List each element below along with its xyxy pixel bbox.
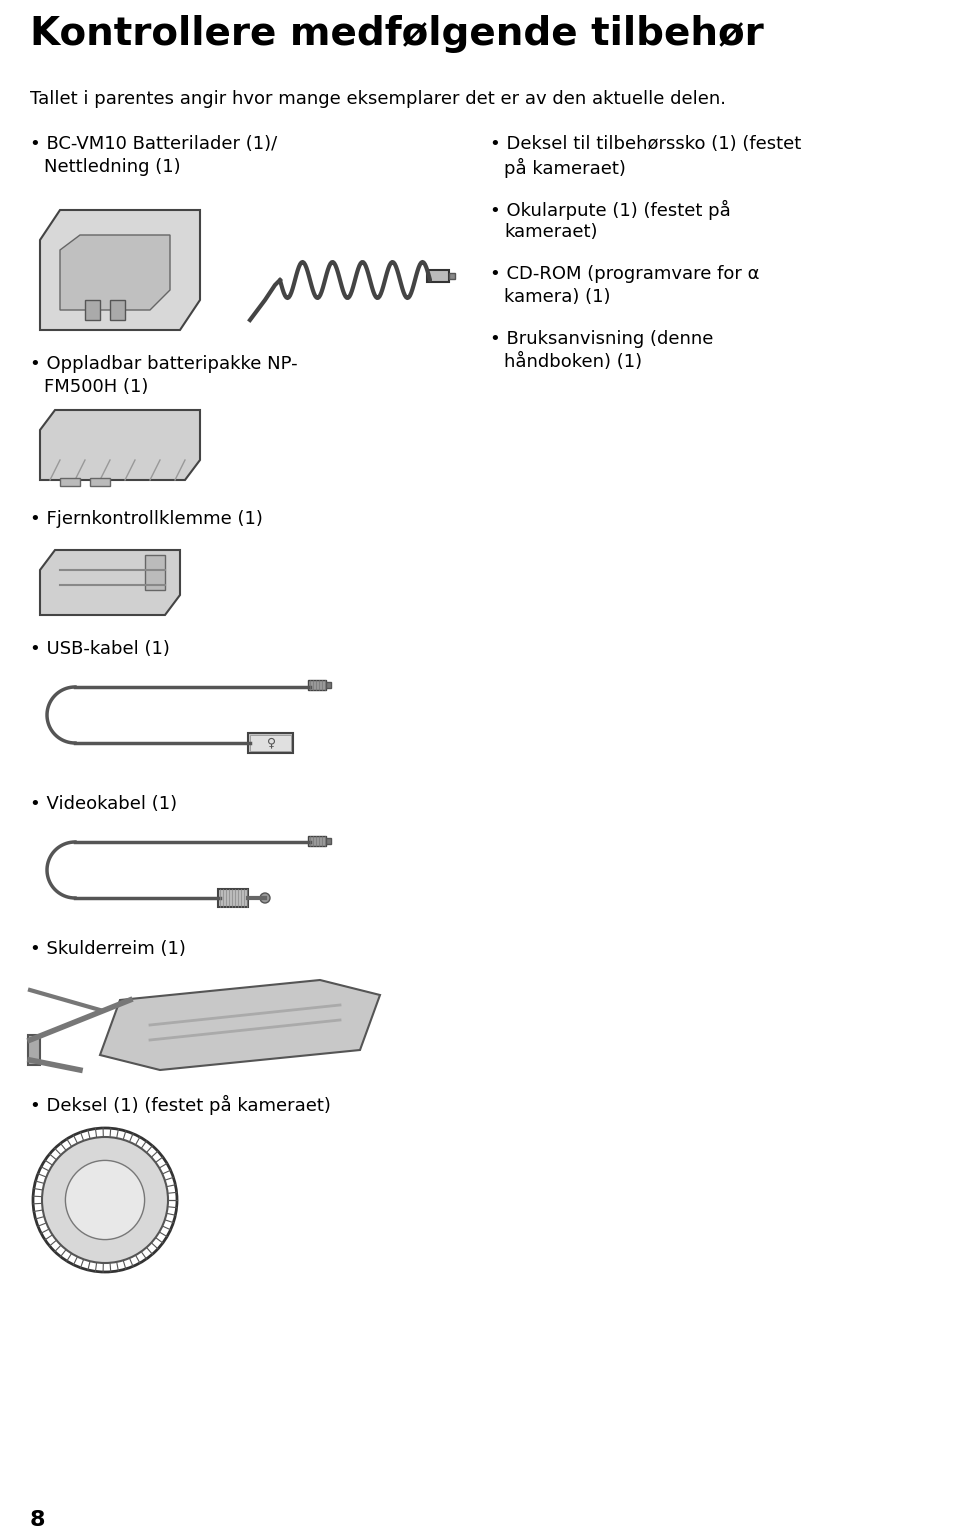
Text: kamera) (1): kamera) (1) [504,288,611,306]
Polygon shape [40,549,180,616]
Circle shape [65,1160,145,1239]
Text: • Deksel til tilbehørssko (1) (festet: • Deksel til tilbehørssko (1) (festet [490,135,802,152]
Text: håndboken) (1): håndboken) (1) [504,352,642,371]
Text: Kontrollere medfølgende tilbehør: Kontrollere medfølgende tilbehør [30,15,764,52]
Bar [326,839,331,843]
Bar [60,479,80,486]
Polygon shape [40,409,200,480]
Polygon shape [60,235,170,309]
Bar [218,890,248,906]
Bar [250,736,291,751]
Text: ♀: ♀ [268,737,276,749]
Bar [326,682,331,688]
Bar [308,836,326,846]
Bar [85,300,100,320]
Text: på kameraet): på kameraet) [504,159,626,179]
Text: • USB-kabel (1): • USB-kabel (1) [30,640,170,659]
Bar [308,680,326,689]
Bar [449,272,455,279]
Text: FM500H (1): FM500H (1) [44,379,149,396]
Text: • Videokabel (1): • Videokabel (1) [30,796,178,813]
Text: • Skulderreim (1): • Skulderreim (1) [30,940,186,957]
Text: • BC-VM10 Batterilader (1)/: • BC-VM10 Batterilader (1)/ [30,135,277,152]
Text: • Okularpute (1) (festet på: • Okularpute (1) (festet på [490,200,731,220]
Text: • Fjernkontrollklemme (1): • Fjernkontrollklemme (1) [30,509,263,528]
Bar [248,733,293,753]
Text: • Oppladbar batteripakke NP-: • Oppladbar batteripakke NP- [30,356,298,372]
Bar [110,300,125,320]
Bar [90,479,110,486]
Text: • Deksel (1) (festet på kameraet): • Deksel (1) (festet på kameraet) [30,1096,331,1116]
Bar [427,269,449,282]
Text: Tallet i parentes angir hvor mange eksemplarer det er av den aktuelle delen.: Tallet i parentes angir hvor mange eksem… [30,89,726,108]
Polygon shape [100,980,380,1070]
Text: Nettledning (1): Nettledning (1) [44,159,180,175]
Bar [28,1036,40,1065]
Bar [145,556,165,589]
Circle shape [260,893,270,903]
Polygon shape [40,209,200,329]
Text: • Bruksanvisning (denne: • Bruksanvisning (denne [490,329,713,348]
Circle shape [42,1137,168,1264]
Text: • CD-ROM (programvare for α: • CD-ROM (programvare for α [490,265,759,283]
Text: kameraet): kameraet) [504,223,597,242]
Text: 8: 8 [30,1510,45,1530]
